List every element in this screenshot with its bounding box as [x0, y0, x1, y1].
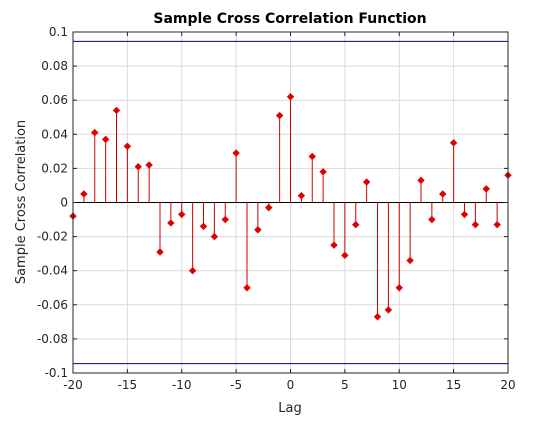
y-tick-labels: -0.1 -0.08 -0.06 -0.04 -0.02 0 0.02 0.04 0.06 0.0… — [37, 25, 68, 380]
marker-lag--10 — [178, 210, 186, 219]
marker-lag--9 — [188, 266, 197, 275]
marker-lag-0 — [286, 93, 295, 101]
y-tick-label-1: -0.08 — [37, 332, 68, 346]
y-tick-label-3: -0.04 — [37, 264, 68, 278]
marker-lag-17 — [471, 220, 480, 229]
y-tick-label-6: 0.02 — [41, 161, 68, 175]
y-tick-label-2: -0.06 — [37, 298, 68, 312]
y-tick-label-0: -0.1 — [45, 366, 68, 380]
x-tick-label-6: 10 — [392, 378, 407, 392]
x-tick-label-7: 15 — [446, 378, 461, 392]
marker-lag--15 — [123, 142, 132, 150]
y-tick-label-4: -0.02 — [37, 230, 68, 244]
marker-lag--7 — [210, 232, 219, 241]
marker-lag-7 — [362, 178, 371, 186]
x-tick-label-3: -5 — [230, 378, 242, 392]
marker-lag-18 — [482, 185, 490, 193]
y-tick-label-8: 0.06 — [41, 93, 68, 107]
marker-lag-16 — [460, 210, 469, 219]
x-tick-label-8: 20 — [500, 378, 515, 392]
y-tick-label-7: 0.04 — [41, 127, 68, 141]
marker-lag--4 — [243, 284, 251, 292]
marker-lag-15 — [449, 139, 458, 147]
x-axis-label: Lag — [278, 401, 301, 416]
marker-lag--13 — [145, 161, 153, 169]
marker-lag-11 — [406, 256, 414, 265]
x-tick-label-2: -10 — [172, 378, 192, 392]
y-axis-label: Sample Cross Correlation — [14, 120, 29, 284]
marker-lag-12 — [417, 176, 425, 185]
marker-lag-10 — [395, 284, 403, 292]
chart-title: Sample Cross Correlation Function — [153, 11, 426, 27]
marker-lag-2 — [308, 152, 316, 161]
marker-lag--6 — [221, 215, 229, 224]
marker-lag--1 — [275, 111, 284, 120]
x-tick-label-4: 0 — [287, 378, 295, 392]
marker-lag-8 — [373, 313, 382, 321]
marker-lag-19 — [493, 220, 501, 229]
y-tick-label-5: 0 — [60, 196, 68, 210]
x-tick-labels: -20 -15 -10 -5 0 5 10 15 20 — [63, 378, 515, 392]
marker-lag--16 — [112, 106, 121, 115]
marker-lag-9 — [384, 306, 393, 314]
marker-lag--12 — [156, 248, 164, 256]
marker-lag-6 — [352, 220, 360, 229]
marker-lag-3 — [319, 168, 327, 176]
x-tick-label-1: -15 — [118, 378, 138, 392]
y-tick-label-9: 0.08 — [41, 59, 68, 73]
marker-lag--18 — [91, 128, 99, 137]
marker-lag-5 — [341, 251, 349, 260]
marker-lag-14 — [439, 190, 447, 198]
marker-lag--3 — [254, 226, 262, 234]
marker-lag-1 — [297, 191, 306, 200]
confidence-bounds — [73, 40, 508, 365]
x-tick-label-5: 5 — [341, 378, 349, 392]
y-tick-label-10: 0.1 — [49, 25, 68, 39]
marker-lag--14 — [134, 162, 142, 171]
marker-lag--2 — [265, 203, 273, 212]
marker-lag-13 — [428, 215, 436, 224]
marker-lag--11 — [167, 219, 175, 227]
x-tick-label-0: -20 — [63, 378, 83, 392]
stem-series — [69, 93, 512, 321]
marker-lag--8 — [199, 222, 208, 231]
marker-lag-4 — [330, 241, 338, 249]
marker-lag--17 — [101, 135, 110, 144]
marker-lag--19 — [80, 190, 88, 198]
marker-lag--5 — [232, 149, 240, 157]
axis-ticks — [72, 31, 509, 374]
